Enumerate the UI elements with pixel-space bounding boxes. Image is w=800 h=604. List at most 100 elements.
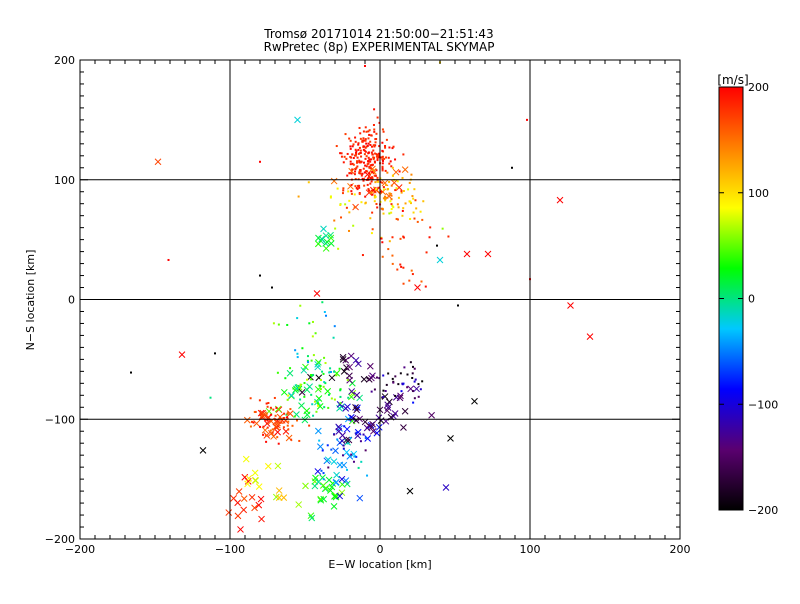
scatter-dot xyxy=(349,155,352,158)
scatter-dot xyxy=(342,187,345,190)
scatter-dot xyxy=(312,354,315,357)
scatter-dot xyxy=(271,428,274,431)
scatter-dot xyxy=(293,415,296,418)
scatter-dot xyxy=(341,192,344,195)
scatter-dot xyxy=(402,207,405,210)
scatter-dot xyxy=(382,197,385,200)
scatter-dot xyxy=(387,372,390,375)
scatter-dot xyxy=(310,359,313,362)
scatter-dot xyxy=(348,229,351,232)
scatter-dot xyxy=(290,438,293,441)
scatter-cross xyxy=(330,458,338,465)
scatter-dot xyxy=(363,145,366,148)
scatter-cross xyxy=(413,385,420,393)
scatter-dot xyxy=(424,285,427,288)
scatter-dot xyxy=(319,384,322,387)
scatter-dot xyxy=(283,412,286,415)
scatter-dot xyxy=(348,172,351,175)
scatter-dot xyxy=(371,153,374,156)
scatter-dot xyxy=(401,383,404,386)
scatter-cross xyxy=(245,474,253,482)
scatter-dot xyxy=(383,157,386,160)
scatter-dot xyxy=(381,241,384,244)
scatter-dot xyxy=(364,138,367,141)
scatter-cross xyxy=(342,404,350,412)
scatter-dot xyxy=(344,203,347,206)
scatter-dot xyxy=(370,163,373,166)
scatter-cross xyxy=(235,488,243,495)
scatter-dot xyxy=(349,139,352,142)
scatter-dot xyxy=(317,404,320,407)
scatter-dot xyxy=(356,161,359,164)
scatter-dot xyxy=(324,382,327,385)
scatter-dot xyxy=(338,367,341,370)
scatter-dot xyxy=(392,381,395,384)
scatter-dot xyxy=(359,440,362,443)
scatter-dot xyxy=(355,153,358,156)
scatter-dot xyxy=(381,167,384,170)
scatter-dot xyxy=(273,396,276,399)
scatter-dot xyxy=(327,466,330,469)
scatter-dot xyxy=(376,154,379,157)
scatter-dot xyxy=(357,178,360,181)
scatter-dot xyxy=(411,390,414,393)
scatter-dot xyxy=(374,188,377,191)
scatter-dot xyxy=(395,187,398,190)
scatter-dot xyxy=(365,155,368,158)
scatter-dot xyxy=(400,265,403,268)
scatter-cross xyxy=(471,397,478,405)
scatter-dot xyxy=(286,398,289,401)
scatter-dot xyxy=(323,406,326,409)
scatter-dot xyxy=(266,405,269,408)
scatter-dot xyxy=(370,151,373,154)
scatter-cross xyxy=(442,484,450,491)
scatter-dot xyxy=(407,188,410,191)
scatter-dot xyxy=(368,129,371,132)
scatter-dot xyxy=(388,212,391,215)
scatter-dot xyxy=(346,379,349,382)
scatter-dot xyxy=(367,175,370,178)
scatter-dot xyxy=(325,314,328,317)
scatter-cross xyxy=(392,168,400,176)
scatter-dot xyxy=(413,380,416,383)
scatter-dot xyxy=(376,159,379,162)
scatter-dot xyxy=(355,431,358,434)
y-axis-label: N−S location [km] xyxy=(24,250,37,351)
scatter-cross xyxy=(320,495,328,503)
scatter-cross xyxy=(338,437,346,445)
scatter-dot xyxy=(249,397,252,400)
scatter-dot xyxy=(401,209,404,212)
scatter-cross xyxy=(336,401,344,408)
scatter-dot xyxy=(259,425,262,428)
scatter-dot xyxy=(364,437,367,440)
scatter-dot xyxy=(332,336,335,339)
scatter-dot xyxy=(402,282,405,285)
scatter-dot xyxy=(364,449,367,452)
scatter-dot xyxy=(357,142,360,145)
scatter-dot xyxy=(358,170,361,173)
chart-title-line2: RwPretec (8p) EXPERIMENTAL SKYMAP xyxy=(264,40,495,54)
scatter-dot xyxy=(357,184,360,187)
scatter-dot xyxy=(383,197,386,200)
scatter-cross xyxy=(360,375,368,383)
scatter-dot xyxy=(294,384,297,387)
scatter-dot xyxy=(349,160,352,163)
scatter-dot xyxy=(381,128,384,131)
scatter-dot xyxy=(382,188,385,191)
scatter-cross xyxy=(286,410,294,417)
scatter-dot xyxy=(371,189,374,192)
scatter-dot xyxy=(392,145,395,148)
scatter-dot xyxy=(351,162,354,165)
chart-title-line1: Tromsø 20171014 21:50:00−21:51:43 xyxy=(263,27,493,41)
x-tick-label: 100 xyxy=(520,543,541,556)
scatter-dot xyxy=(373,108,376,111)
scatter-dot xyxy=(358,172,361,175)
scatter-dot xyxy=(365,142,368,145)
scatter-dot xyxy=(447,235,450,238)
scatter-dot xyxy=(409,200,412,203)
scatter-cross xyxy=(401,407,409,415)
scatter-dot xyxy=(349,436,352,439)
scatter-dot xyxy=(282,417,285,420)
